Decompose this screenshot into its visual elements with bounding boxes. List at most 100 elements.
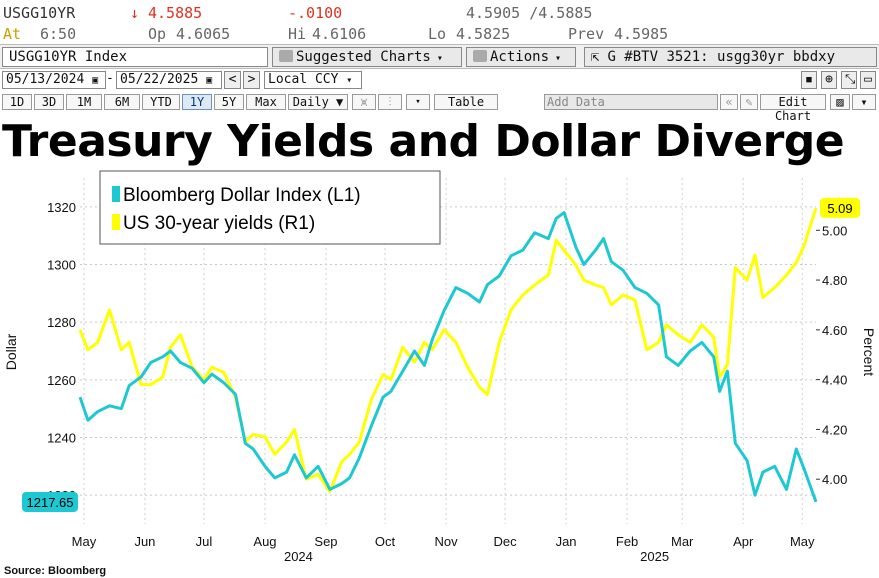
date-controls: 05/13/2024 ▣ - 05/22/2025 ▣ < > Local CC… xyxy=(0,71,879,93)
legend-swatch-dollar xyxy=(112,186,120,202)
ticker: USGG10YR xyxy=(3,4,76,22)
range-6m[interactable]: 6M xyxy=(104,94,140,110)
left-tick-label: 1320 xyxy=(47,200,76,215)
legend: Bloomberg Dollar Index (L1) US 30-year y… xyxy=(99,170,441,245)
end-date-input[interactable]: 05/22/2025 ▣ xyxy=(116,71,222,89)
last-value-dollar: 1217.65 xyxy=(27,495,74,510)
security-field[interactable]: USGG10YR Index xyxy=(2,47,268,67)
add-data-input[interactable]: Add Data xyxy=(544,94,718,110)
left-tick-label: 1300 xyxy=(47,258,76,273)
bid-ask: 4.5905 /4.5885 xyxy=(466,4,593,22)
x-axis: May Jun Jul Aug Sep Oct Nov Dec Jan Feb Mar Apr May 2… xyxy=(72,534,815,564)
open-value: 4.6065 xyxy=(176,25,231,43)
zoom-icon[interactable]: ⊕ xyxy=(821,71,837,89)
collapse-icon[interactable]: « xyxy=(720,94,738,110)
month-tick-label: May xyxy=(72,534,97,549)
right-axis: 4.00 4.20 4.40 4.60 4.80 5.00 xyxy=(816,223,847,487)
high-label: Hi xyxy=(288,25,307,43)
command-bar: USGG10YR Index Suggested Charts ▾ Actions… xyxy=(0,44,879,69)
legend-swatch-yields xyxy=(112,214,120,230)
currency-select[interactable]: Local CCY ▾ xyxy=(264,71,362,89)
month-tick-label: Feb xyxy=(616,534,638,549)
month-tick-label: May xyxy=(790,534,815,549)
open-label: Op xyxy=(148,25,167,43)
right-tick-label: 4.00 xyxy=(822,472,847,487)
last-price: 4.5885 xyxy=(148,4,203,22)
source-note: Source: Bloomberg xyxy=(4,565,107,577)
quote-row-2: At 6:50 Op 4.6065 Hi 4.6106 Lo 4.5825 Pr… xyxy=(0,23,879,43)
month-tick-label: Apr xyxy=(733,534,754,549)
edit-icon[interactable]: ▨ xyxy=(830,94,850,110)
play-icon[interactable]: ■ xyxy=(801,71,817,89)
series-line-yields xyxy=(78,207,818,494)
month-tick-label: Mar xyxy=(671,534,694,549)
range-1y[interactable]: 1Y xyxy=(182,94,212,110)
range-ytd[interactable]: YTD xyxy=(142,94,180,110)
left-tick-label: 1280 xyxy=(47,315,76,330)
prev-period-button[interactable]: < xyxy=(224,71,241,89)
chart-type-dropdown[interactable]: ▾ xyxy=(406,94,430,110)
external-link-icon: ⇱ xyxy=(591,49,600,65)
settings-dropdown[interactable]: ▾ xyxy=(852,94,876,110)
year-label: 2024 xyxy=(284,549,313,564)
left-tick-label: 1260 xyxy=(47,373,76,388)
actions-menu[interactable]: Actions ▾ xyxy=(466,47,576,67)
left-axis-label: Dollar xyxy=(3,333,19,370)
right-tick-label: 5.00 xyxy=(822,223,847,238)
quote-row-1: USGG10YR ↓ 4.5885 -.0100 4.5905 /4.5885 xyxy=(0,2,879,22)
window-icon[interactable]: ▭ xyxy=(860,71,876,89)
table-button[interactable]: Table xyxy=(434,94,498,110)
date-separator: - xyxy=(106,71,114,86)
down-arrow-icon: ↓ xyxy=(130,4,140,22)
legend-label-yields: US 30-year yields (R1) xyxy=(123,213,315,234)
low-label: Lo xyxy=(428,25,447,43)
range-1m[interactable]: 1M xyxy=(66,94,102,110)
low-value: 4.5825 xyxy=(456,25,511,43)
start-date-input[interactable]: 05/13/2024 ▣ xyxy=(2,71,106,89)
range-bar: 1D 3D 1M 6M YTD 1Y 5Y Max Daily ▼ ⩙ ⫶ ▾ … xyxy=(0,94,879,123)
period-select[interactable]: Daily ▼ xyxy=(288,94,348,110)
chevron-down-icon: ▾ xyxy=(346,75,353,86)
bars-icon[interactable]: ⫶ xyxy=(378,94,402,110)
edit-chart-button[interactable]: Edit Chart xyxy=(760,94,826,123)
prev-value: 4.5985 xyxy=(614,25,669,43)
last-value-badge-dollar xyxy=(22,491,78,512)
right-axis-label: Percent xyxy=(861,328,877,376)
month-tick-label: Dec xyxy=(494,534,518,549)
range-3d[interactable]: 3D xyxy=(34,94,64,110)
last-value-labels: 1217.65 5.09 xyxy=(22,197,860,512)
right-tick-label: 4.60 xyxy=(822,323,847,338)
right-tick-label: 4.80 xyxy=(822,273,847,288)
left-axis: 122012401260128013001320 xyxy=(47,200,76,503)
suggested-charts-menu[interactable]: Suggested Charts ▾ xyxy=(272,47,462,67)
quote-time: 6:50 xyxy=(40,25,77,43)
expand-icon[interactable]: ⤡ xyxy=(841,71,857,89)
range-1d[interactable]: 1D xyxy=(2,94,32,110)
prev-label: Prev xyxy=(568,25,605,43)
month-tick-label: Sep xyxy=(314,534,337,549)
high-value: 4.6106 xyxy=(312,25,367,43)
actions-icon xyxy=(473,50,487,62)
legend-label-dollar: Bloomberg Dollar Index (L1) xyxy=(123,185,361,206)
month-tick-label: Jul xyxy=(196,534,213,549)
calendar-icon: ▣ xyxy=(206,75,213,86)
month-tick-label: Oct xyxy=(375,534,396,549)
dropdown-icon: ▾ xyxy=(436,53,443,64)
chart-type-icon[interactable]: ⩙ xyxy=(352,94,376,110)
next-period-button[interactable]: > xyxy=(243,71,260,89)
dropdown-icon: ▾ xyxy=(555,53,562,64)
calendar-icon: ▣ xyxy=(92,75,99,86)
range-5y[interactable]: 5Y xyxy=(214,94,244,110)
left-tick-label: 1240 xyxy=(47,431,76,446)
range-max[interactable]: Max xyxy=(246,94,286,110)
line-chart: 122012401260128013001320 4.004.204.404.6… xyxy=(3,170,877,564)
month-tick-label: Aug xyxy=(253,534,276,549)
btv-link[interactable]: ⇱ G #BTV 3521: usgg30yr bbdxy xyxy=(584,47,877,67)
pen-icon[interactable]: ✎ xyxy=(740,94,758,110)
month-tick-label: Jun xyxy=(134,534,155,549)
net-change: -.0100 xyxy=(288,4,343,22)
chart-icon xyxy=(279,50,293,62)
terminal-header: USGG10YR ↓ 4.5885 -.0100 4.5905 /4.5885 … xyxy=(0,0,879,123)
chart-title: Treasury Yields and Dollar Diverge xyxy=(2,116,845,167)
right-tick-label: 4.20 xyxy=(822,422,847,437)
